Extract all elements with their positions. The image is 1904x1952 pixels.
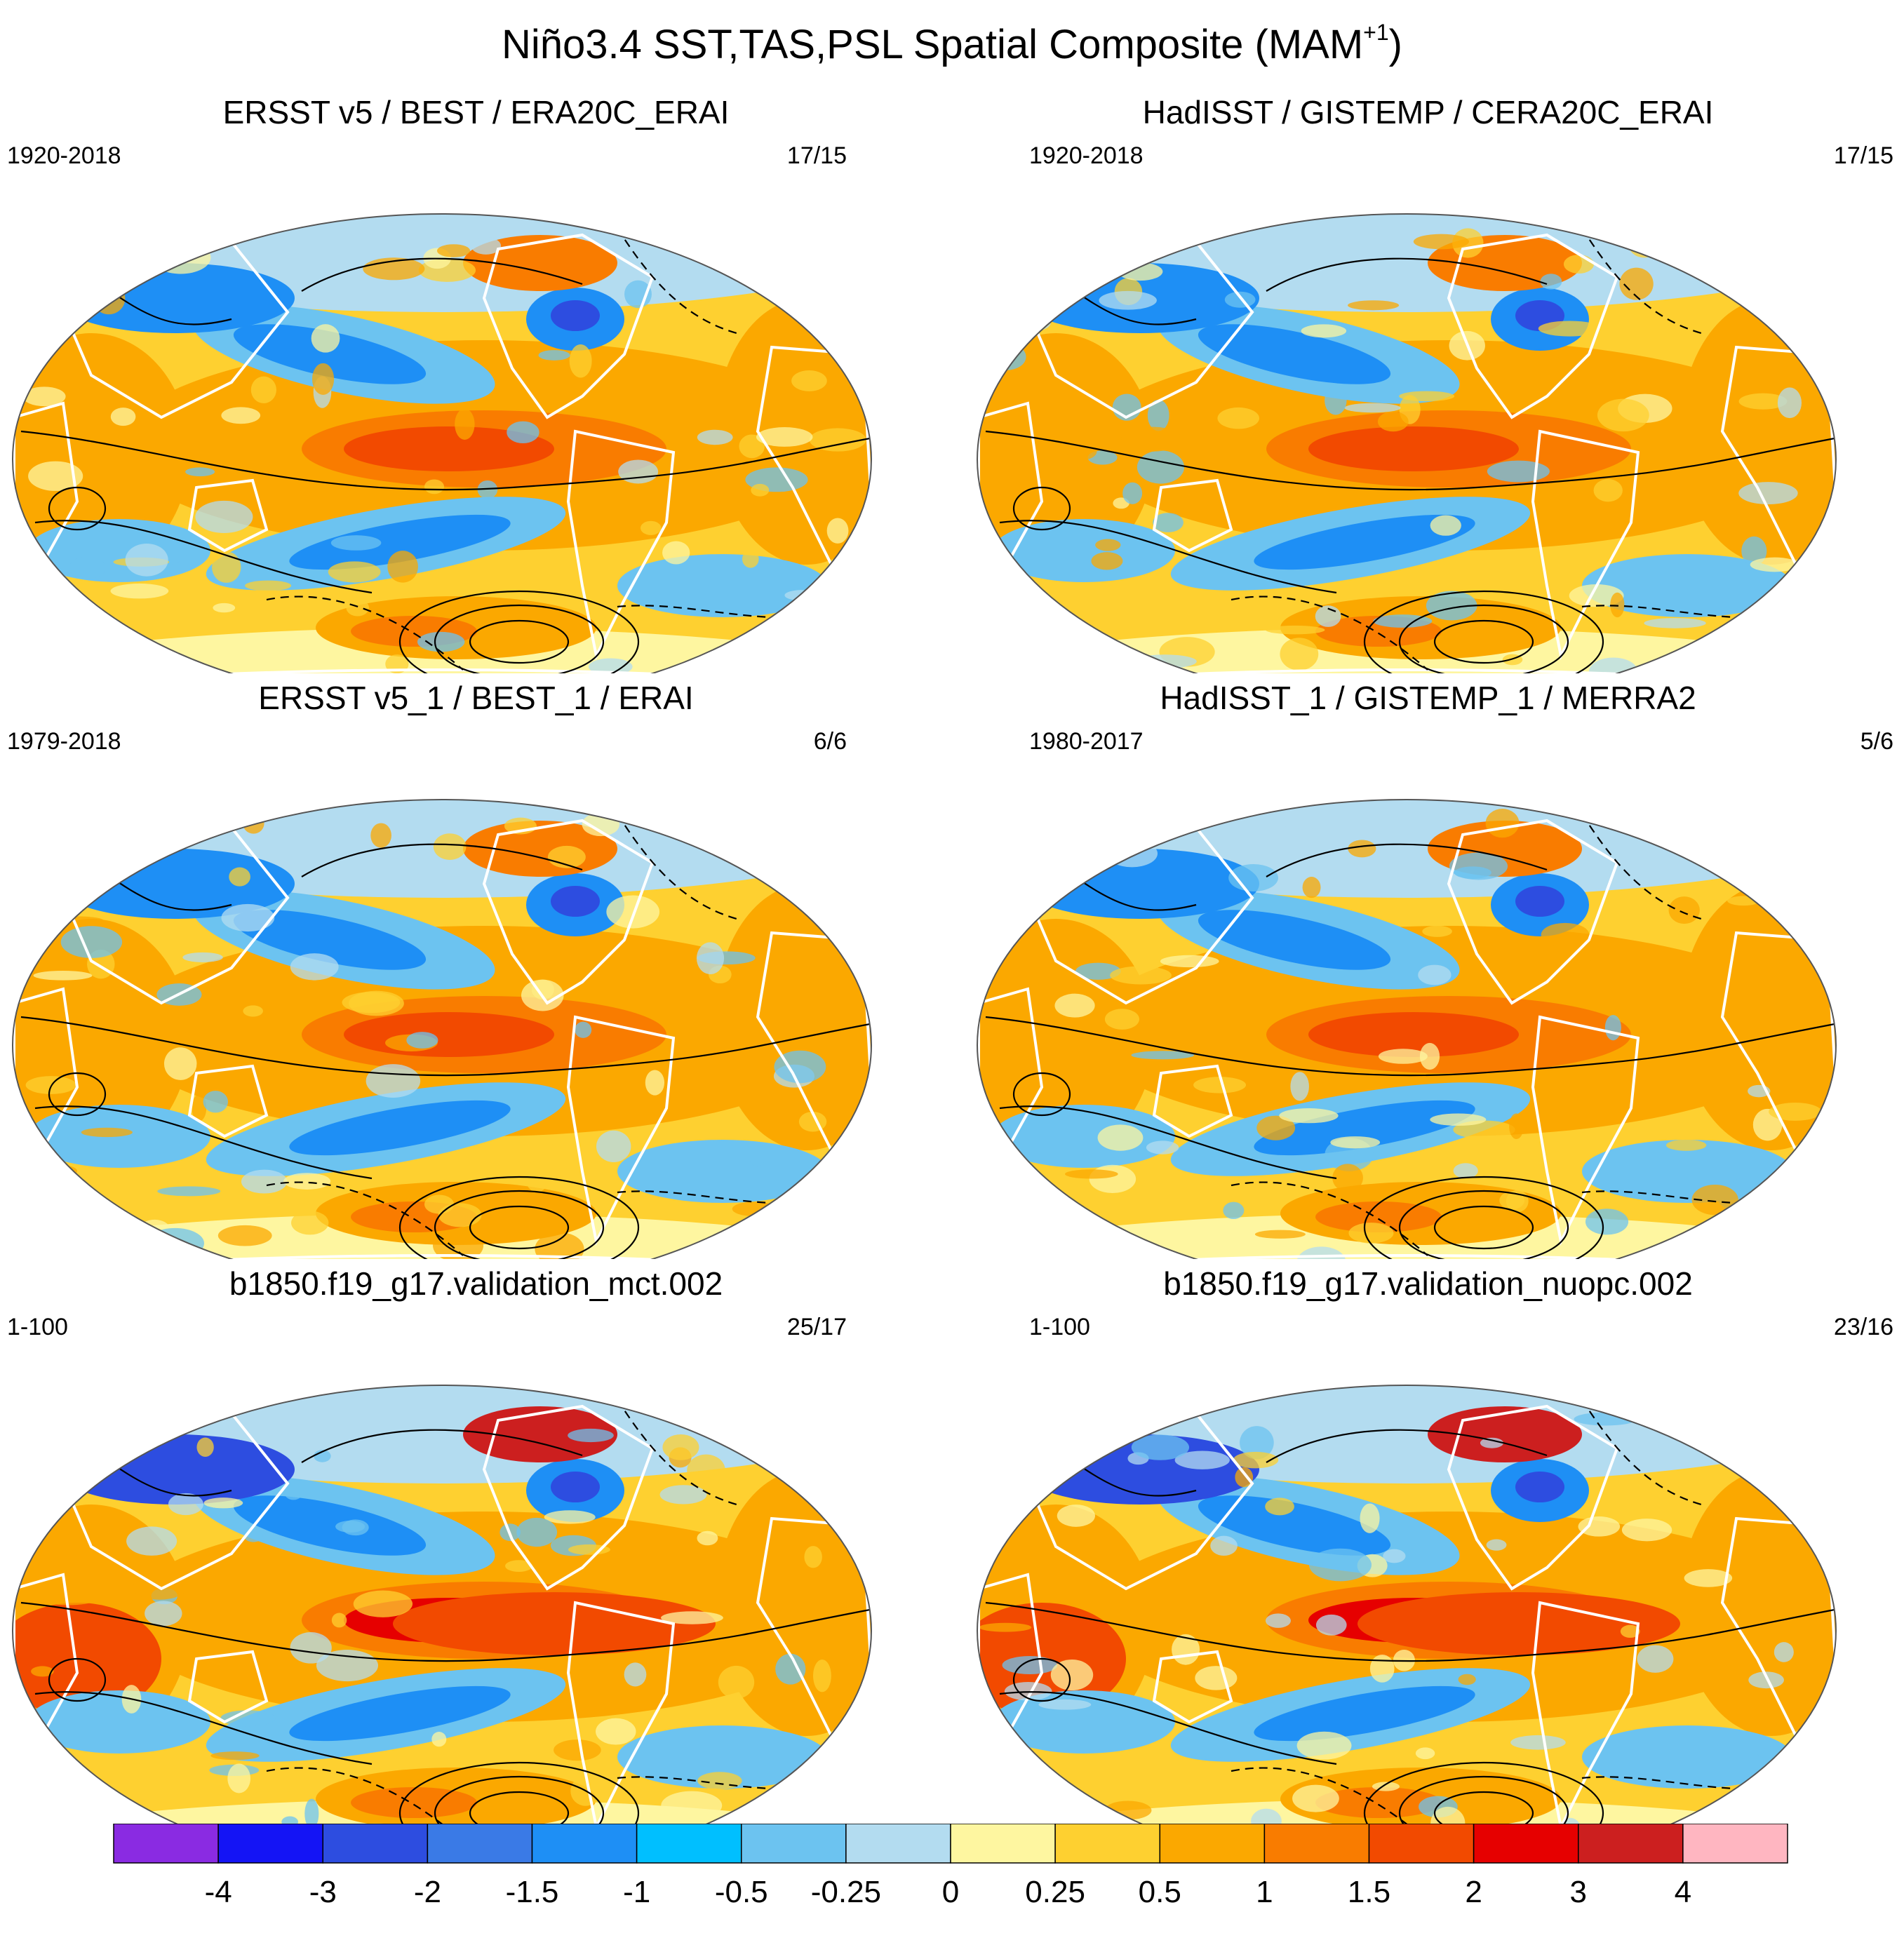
map-panel: ERSST v5_1 / BEST_1 / ERAI 1979-2018 6/6 xyxy=(0,677,952,1259)
panel-period: 1979-2018 xyxy=(7,728,121,755)
colorbar-swatch xyxy=(1682,1824,1788,1864)
map-frame xyxy=(12,799,872,1259)
colorbar-swatch xyxy=(1263,1824,1370,1864)
colorbar-swatch xyxy=(217,1824,323,1864)
sst-field xyxy=(977,214,1836,673)
panel-period: 1980-2017 xyxy=(1029,728,1144,755)
colorbar-label: -0.25 xyxy=(811,1875,881,1909)
colorbar-swatch xyxy=(1473,1824,1579,1864)
map-plot xyxy=(977,213,1837,673)
map-frame xyxy=(12,213,872,673)
panel-ratio: 5/6 xyxy=(1860,728,1893,755)
colorbar-swatch xyxy=(1578,1824,1684,1864)
map-plot xyxy=(12,1385,872,1845)
psl-contours xyxy=(20,1429,871,1845)
colorbar-label: 2 xyxy=(1465,1875,1482,1909)
colorbar-label: 1.5 xyxy=(1348,1875,1390,1909)
sst-field xyxy=(13,800,871,1259)
colorbar-label: -0.5 xyxy=(715,1875,768,1909)
panel-ratio: 17/15 xyxy=(1833,142,1893,169)
panel-period: 1-100 xyxy=(7,1314,68,1340)
colorbar-swatch xyxy=(950,1824,1056,1864)
colorbar-label: -3 xyxy=(309,1875,337,1909)
sst-field xyxy=(13,1385,871,1845)
colorbar-label: -2 xyxy=(414,1875,441,1909)
map-frame xyxy=(977,1385,1837,1845)
map-plot xyxy=(12,213,872,673)
colorbar-swatch xyxy=(1159,1824,1266,1864)
panel-title: HadISST_1 / GISTEMP_1 / MERRA2 xyxy=(1160,680,1696,716)
map-frame xyxy=(977,213,1837,673)
map-plot xyxy=(12,799,872,1259)
panel-ratio: 6/6 xyxy=(813,728,847,755)
colorbar-swatch xyxy=(113,1824,219,1864)
panel-period: 1920-2018 xyxy=(1029,142,1144,169)
colorbar-swatch xyxy=(845,1824,951,1864)
colorbar-swatch xyxy=(531,1824,638,1864)
map-frame xyxy=(977,799,1837,1259)
colorbar-label: 0 xyxy=(942,1875,959,1909)
panel-title: HadISST / GISTEMP / CERA20C_ERAI xyxy=(1142,94,1714,130)
colorbar-swatch xyxy=(1054,1824,1160,1864)
map-panel: b1850.f19_g17.validation_nuopc.002 1-100 2… xyxy=(952,1263,1904,1845)
colorbar-swatch xyxy=(322,1824,429,1864)
panel-title: b1850.f19_g17.validation_nuopc.002 xyxy=(1163,1265,1693,1302)
figure-title: Niño3.4 SST,TAS,PSL Spatial Composite (M… xyxy=(0,4,1904,73)
map-panel: ERSST v5 / BEST / ERA20C_ERAI 1920-2018 17… xyxy=(0,91,952,673)
colorbar-label: 0.25 xyxy=(1025,1875,1085,1909)
figure-title-superscript: +1 xyxy=(1363,20,1389,45)
sst-field xyxy=(977,1385,1836,1845)
colorbar-swatch xyxy=(1368,1824,1475,1864)
panel-title: b1850.f19_g17.validation_mct.002 xyxy=(229,1265,723,1302)
panel-ratio: 25/17 xyxy=(786,1314,847,1340)
figure-title-text: Niño3.4 SST,TAS,PSL Spatial Composite (M… xyxy=(502,22,1364,67)
panel-period: 1-100 xyxy=(1029,1314,1090,1340)
map-panel: b1850.f19_g17.validation_mct.002 1-100 25/… xyxy=(0,1263,952,1845)
psl-contours xyxy=(985,257,1835,673)
psl-contours xyxy=(985,1429,1835,1845)
colorbar-swatch xyxy=(427,1824,533,1864)
colorbar-label: 1 xyxy=(1256,1875,1273,1909)
panel-title: ERSST v5_1 / BEST_1 / ERAI xyxy=(258,680,694,716)
psl-contours xyxy=(20,257,871,673)
colorbar-swatch xyxy=(636,1824,742,1864)
panel-period: 1920-2018 xyxy=(7,142,121,169)
map-panel: HadISST_1 / GISTEMP_1 / MERRA2 1980-2017 5… xyxy=(952,677,1904,1259)
panel-ratio: 17/15 xyxy=(786,142,847,169)
colorbar-swatch xyxy=(741,1824,847,1864)
sst-field xyxy=(13,214,871,673)
psl-contours xyxy=(20,843,871,1259)
sst-field xyxy=(977,800,1836,1259)
map-frame xyxy=(12,1385,872,1845)
panel-title: ERSST v5 / BEST / ERA20C_ERAI xyxy=(222,94,730,130)
map-plot xyxy=(977,1385,1837,1845)
colorbar-label: 0.5 xyxy=(1139,1875,1181,1909)
colorbar-label: -1.5 xyxy=(506,1875,559,1909)
colorbar-label: 3 xyxy=(1570,1875,1587,1909)
colorbar: -4 -3 -2 -1.5 -1 -0.5 -0.25 0 0.25 0.5 1 1.5 2 3 4 xyxy=(113,1824,1788,1909)
colorbar-label: -4 xyxy=(205,1875,232,1909)
map-plot xyxy=(977,799,1837,1259)
map-panel: HadISST / GISTEMP / CERA20C_ERAI 1920-201… xyxy=(952,91,1904,673)
figure-title-end: ) xyxy=(1388,22,1402,67)
panel-ratio: 23/16 xyxy=(1833,1314,1893,1340)
psl-contours xyxy=(985,843,1835,1259)
colorbar-label: 4 xyxy=(1675,1875,1691,1909)
colorbar-label: -1 xyxy=(623,1875,650,1909)
